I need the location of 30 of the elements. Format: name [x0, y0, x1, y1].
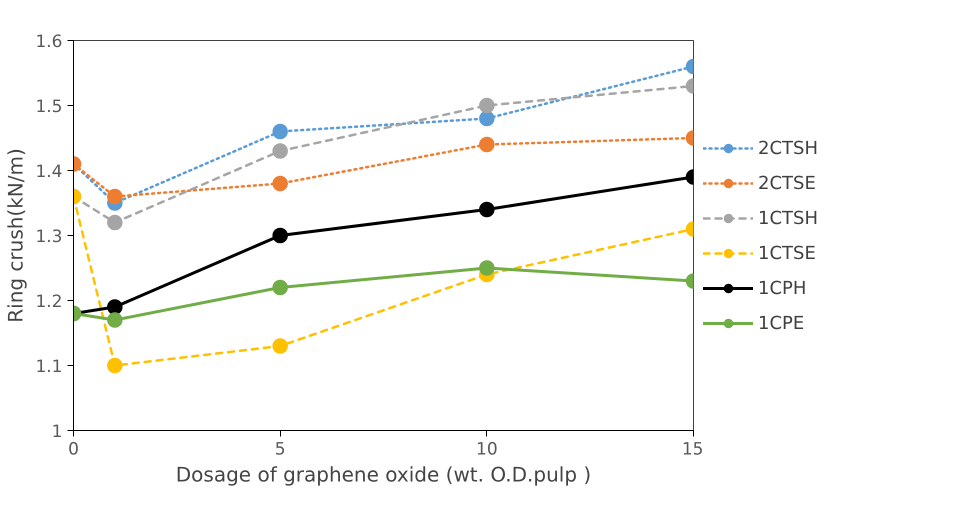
x-tick-label: 15 [682, 440, 704, 460]
x-tick-label: 10 [476, 440, 498, 460]
point [272, 338, 288, 354]
x-axis-title: Dosage of graphene oxide (wt. O.D.pulp ) [176, 462, 592, 486]
legend-label: 1CTSH [758, 208, 818, 228]
point [107, 358, 123, 374]
point [272, 176, 288, 192]
point [107, 188, 123, 204]
legend-label: 1CTSE [758, 242, 816, 264]
point [272, 228, 288, 244]
point [107, 312, 123, 328]
y-tick-label: 1.2 [35, 292, 63, 312]
y-axis-title: Ring crush(kN/m) [3, 148, 28, 323]
x-tick-label: 0 [68, 440, 79, 460]
legend-label: 1CPH [758, 278, 806, 298]
y-tick-label: 1 [52, 422, 63, 442]
y-tick-label: 1.1 [35, 357, 63, 377]
point [107, 214, 123, 230]
y-tick-label: 1.5 [35, 97, 63, 117]
y-tick-label: 1.3 [35, 227, 63, 247]
legend-label: 2CTSH [758, 138, 818, 158]
point [107, 299, 123, 315]
y-tick-label: 1.6 [35, 32, 63, 52]
point [272, 124, 288, 140]
point [272, 280, 288, 296]
y-tick-label: 1.4 [35, 162, 63, 182]
point [272, 143, 288, 159]
x-tick-label: 5 [274, 440, 286, 460]
legend-label: 2CTSE [758, 172, 816, 194]
legend-label: 1CPE [758, 312, 804, 334]
